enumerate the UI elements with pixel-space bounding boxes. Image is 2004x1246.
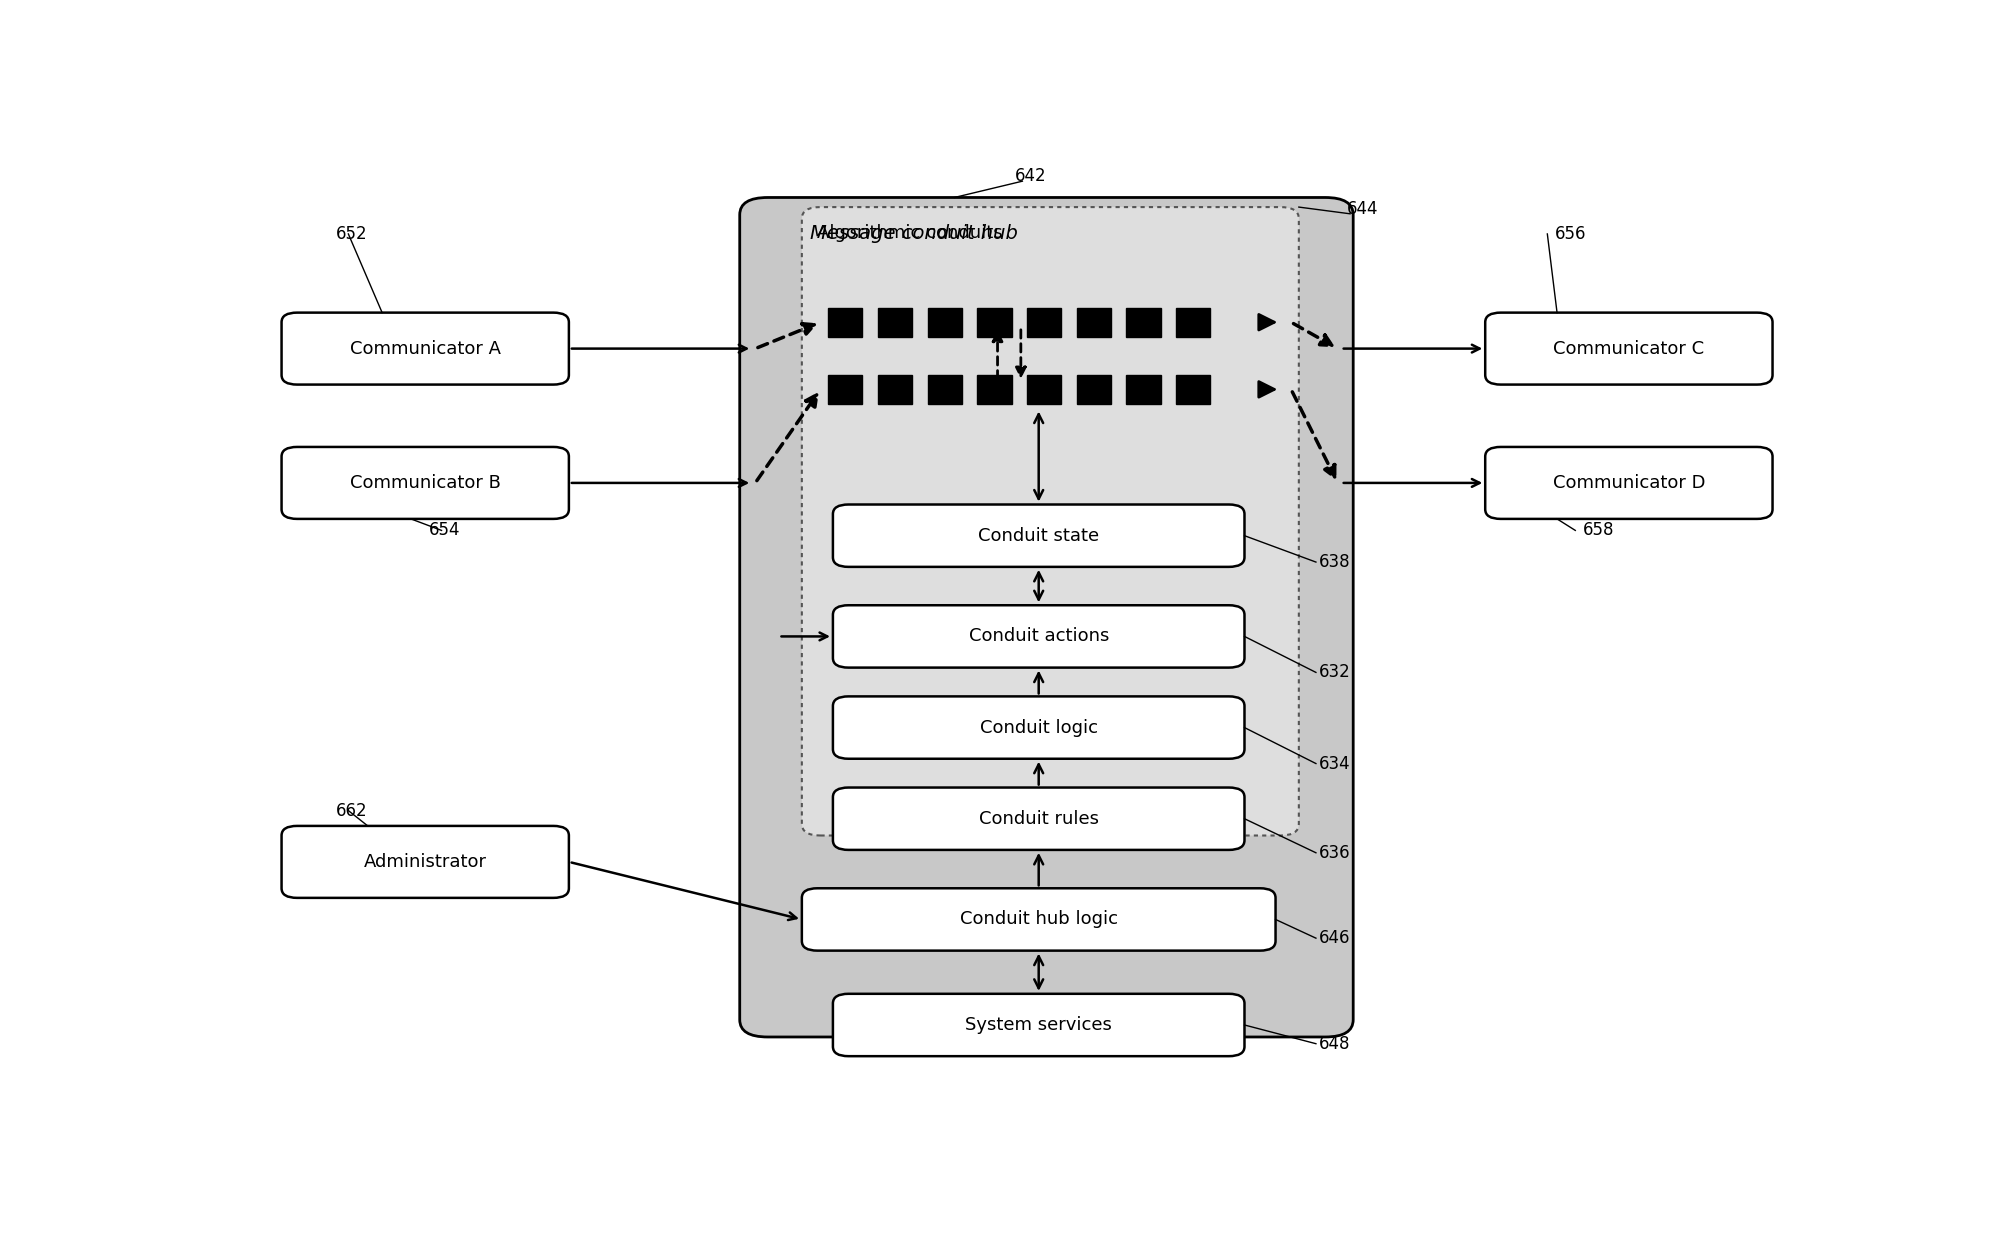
Text: 662: 662 [337,801,367,820]
Bar [878,308,912,336]
Text: Communicator B: Communicator B [351,473,501,492]
FancyBboxPatch shape [834,505,1244,567]
Bar [1126,308,1160,336]
Bar [978,375,1012,404]
Text: 646: 646 [1319,930,1351,947]
Bar [1076,375,1110,404]
Text: Message conduit hub: Message conduit hub [810,224,1018,243]
Text: Conduit logic: Conduit logic [980,719,1098,736]
Text: Communicator A: Communicator A [351,340,501,358]
Text: Administrator: Administrator [363,854,487,871]
Text: Conduit actions: Conduit actions [968,628,1108,645]
Bar [1028,308,1062,336]
FancyBboxPatch shape [281,826,569,898]
Text: 632: 632 [1319,663,1351,682]
FancyBboxPatch shape [802,207,1299,836]
Text: 636: 636 [1319,844,1351,862]
Bar [1028,375,1062,404]
Text: Communicator C: Communicator C [1553,340,1705,358]
Text: Communicator D: Communicator D [1553,473,1705,492]
Bar [928,308,962,336]
FancyBboxPatch shape [1485,447,1772,518]
Text: 638: 638 [1319,553,1351,571]
Bar [1126,375,1160,404]
FancyBboxPatch shape [739,197,1353,1037]
Text: 656: 656 [1555,226,1587,243]
FancyBboxPatch shape [834,787,1244,850]
FancyBboxPatch shape [834,606,1244,668]
Bar [878,375,912,404]
FancyBboxPatch shape [281,447,569,518]
FancyBboxPatch shape [802,888,1275,951]
Bar [1076,308,1110,336]
FancyBboxPatch shape [281,313,569,385]
Text: Algorithmic conduits: Algorithmic conduits [818,224,1004,243]
Bar [978,308,1012,336]
Bar [928,375,962,404]
FancyBboxPatch shape [834,697,1244,759]
Text: System services: System services [966,1015,1112,1034]
Text: Conduit rules: Conduit rules [978,810,1098,827]
Text: 642: 642 [1014,167,1046,186]
Text: Conduit hub logic: Conduit hub logic [960,911,1118,928]
Bar [1176,375,1210,404]
Text: Conduit state: Conduit state [978,527,1100,545]
Text: 644: 644 [1347,201,1379,218]
Bar [828,308,862,336]
Bar [1176,308,1210,336]
Text: 652: 652 [337,226,367,243]
FancyBboxPatch shape [1485,313,1772,385]
Text: 658: 658 [1583,521,1615,540]
Text: 634: 634 [1319,755,1351,773]
Text: 648: 648 [1319,1034,1351,1053]
Bar [828,375,862,404]
FancyBboxPatch shape [834,994,1244,1057]
Text: 654: 654 [429,521,461,540]
